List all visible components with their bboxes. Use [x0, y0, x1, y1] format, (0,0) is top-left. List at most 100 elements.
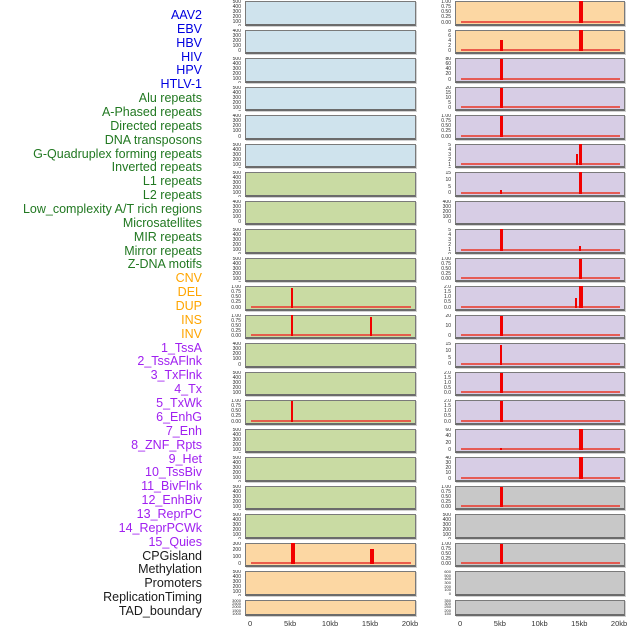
y-axis-tick-label: 0.0: [444, 390, 451, 396]
panel-row: 40 30 20 10 0: [427, 456, 625, 482]
y-axis-tick-label: 0.00: [441, 133, 451, 140]
y-axis-tick-label: 400: [232, 374, 241, 381]
y-axis-tick-label: 40: [445, 456, 451, 461]
y-axis-tick-label: 20: [445, 71, 451, 78]
y-axis-tick-label: 100: [232, 390, 241, 396]
y-axis-tick-label: 0: [238, 82, 241, 83]
panel-directed-repeats: [245, 229, 416, 254]
feature-label-dup: DUP: [175, 299, 202, 314]
panel-row: 400 300 200 100 0: [217, 114, 416, 140]
y-axis-tick-label: 2: [448, 156, 451, 163]
x-axis-tick-label: 10kb: [321, 619, 339, 628]
y-axis-tick-labels: 2.0 1.5 1.0 0.5 0.0: [427, 285, 453, 311]
y-axis-tick-label: 200: [232, 123, 241, 130]
y-axis-tick-label: 300: [232, 465, 241, 471]
y-axis-tick-label: 100: [232, 161, 241, 168]
y-axis-tick-label: 0.50: [441, 265, 451, 272]
y-axis-tick-label: 3000: [232, 598, 241, 603]
y-axis-tick-labels: 2.0 1.5 1.0 0.5 0.0: [427, 371, 453, 397]
panel-mir-repeats: [245, 457, 416, 482]
y-axis-tick-label: 100: [232, 104, 241, 111]
histogram-baseline: [461, 277, 620, 279]
x-axis-tick-label: 20kb: [610, 619, 628, 628]
histogram-spike: [578, 143, 582, 165]
y-axis-tick-label: 0.25: [441, 14, 451, 21]
y-axis-tick-label: 400: [232, 342, 241, 347]
panel-11-bivflnk: [455, 343, 625, 368]
y-axis-tick-label: 300: [232, 265, 241, 272]
panel-7-enh: [455, 229, 625, 254]
feature-label-aav2: AAV2: [170, 8, 202, 22]
histogram-baseline: [461, 448, 620, 450]
y-axis-tick-label: 0: [238, 481, 241, 482]
panel-ins: [455, 1, 625, 26]
panel-15-quies: [455, 457, 625, 482]
y-axis-tick-label: 100: [232, 356, 241, 363]
y-axis-tick-label: 400: [232, 61, 241, 67]
y-axis-tick-label: 500: [442, 513, 451, 518]
feature-label-7-enh: 7_Enh: [165, 423, 202, 438]
y-axis-tick-label: 0: [238, 538, 241, 539]
histogram-spike: [578, 172, 582, 194]
histogram-baseline: [251, 419, 411, 422]
y-axis-tick-label: 1.0: [444, 379, 451, 386]
feature-label-ins: INS: [181, 312, 202, 327]
y-axis-tick-label: 100: [232, 503, 241, 510]
y-axis-tick-labels: 400 300 200 100 0: [217, 29, 243, 55]
panel-low-complexity-a-t-rich-regions: [245, 400, 416, 425]
y-axis-tick-label: 1.5: [444, 289, 451, 296]
panel-row: 543210: [427, 143, 625, 168]
histogram-baseline: [461, 562, 620, 564]
histogram-baseline: [461, 49, 620, 51]
feature-label-methylation: Methylation: [138, 562, 202, 577]
y-axis-tick-label: 200: [232, 71, 241, 77]
histogram-baseline: [251, 334, 411, 336]
y-axis-tick-label: 200: [442, 208, 451, 215]
panel-9-het: [455, 286, 625, 311]
y-axis-tick-label: 100: [232, 190, 241, 196]
y-axis-tick-label: 1.00: [231, 313, 241, 319]
panel-4-tx: [455, 143, 625, 168]
histogram-spike: [578, 258, 582, 279]
y-axis-tick-label: 2: [448, 42, 451, 49]
y-axis-tick-label: 0.50: [441, 550, 451, 557]
y-axis-tick-label: 0.50: [231, 322, 241, 329]
y-axis-tick-labels: 15 10 5 0: [427, 342, 453, 368]
y-axis-tick-label: 200: [232, 547, 241, 554]
panel-tad-boundary: [455, 599, 625, 616]
y-axis-tick-label: 0.25: [441, 498, 451, 505]
y-axis-tick-label: 400: [232, 4, 241, 10]
panel-ebv: [245, 29, 416, 54]
histogram-baseline: [461, 305, 620, 308]
panel-alu-repeats: [245, 172, 416, 197]
x-axis-left: 0 5kb 10kb 15kb 20kb: [245, 618, 418, 630]
y-axis-tick-labels: 600 500 400 300 200 100 0: [427, 570, 453, 596]
y-axis-tick-label: 0: [238, 253, 241, 254]
y-axis-tick-label: 20: [445, 465, 451, 472]
x-axis-tick-label: 0: [248, 619, 253, 628]
y-axis-tick-label: 1: [448, 247, 451, 253]
histogram-spike: [500, 447, 503, 450]
y-axis-tick-labels: 400 300 200 100 0: [427, 200, 453, 226]
y-axis-tick-label: 0.5: [444, 413, 451, 420]
y-axis-tick-label: 100: [232, 554, 241, 561]
histogram-spike: [290, 401, 293, 422]
y-axis-tick-label: 300: [232, 541, 241, 547]
y-axis-tick-label: 200: [232, 498, 241, 505]
y-axis-tick-label: 1.0: [444, 294, 451, 301]
y-axis-tick-label: 500: [444, 572, 451, 578]
feature-label-column: AAV2 EBV HBV HIV HPV HTLV-1 Alu repeats A-Phase…: [0, 8, 202, 619]
feature-label-13-reprpc: 13_ReprPC: [136, 506, 202, 521]
y-axis-tick-label: 0.25: [441, 555, 451, 562]
y-axis-tick-label: 5: [448, 354, 451, 361]
feature-label-cpgisland: CPGisland: [142, 548, 202, 563]
panel-5-txwk: [455, 172, 625, 197]
feature-label-low-complexity-a-t-rich-regions: Low_complexity A/T rich regions: [22, 202, 202, 217]
panel-row: 543210: [427, 228, 625, 254]
y-axis-tick-label: 200: [232, 470, 241, 476]
y-axis-tick-labels: 300025002000150010005000: [217, 599, 243, 616]
